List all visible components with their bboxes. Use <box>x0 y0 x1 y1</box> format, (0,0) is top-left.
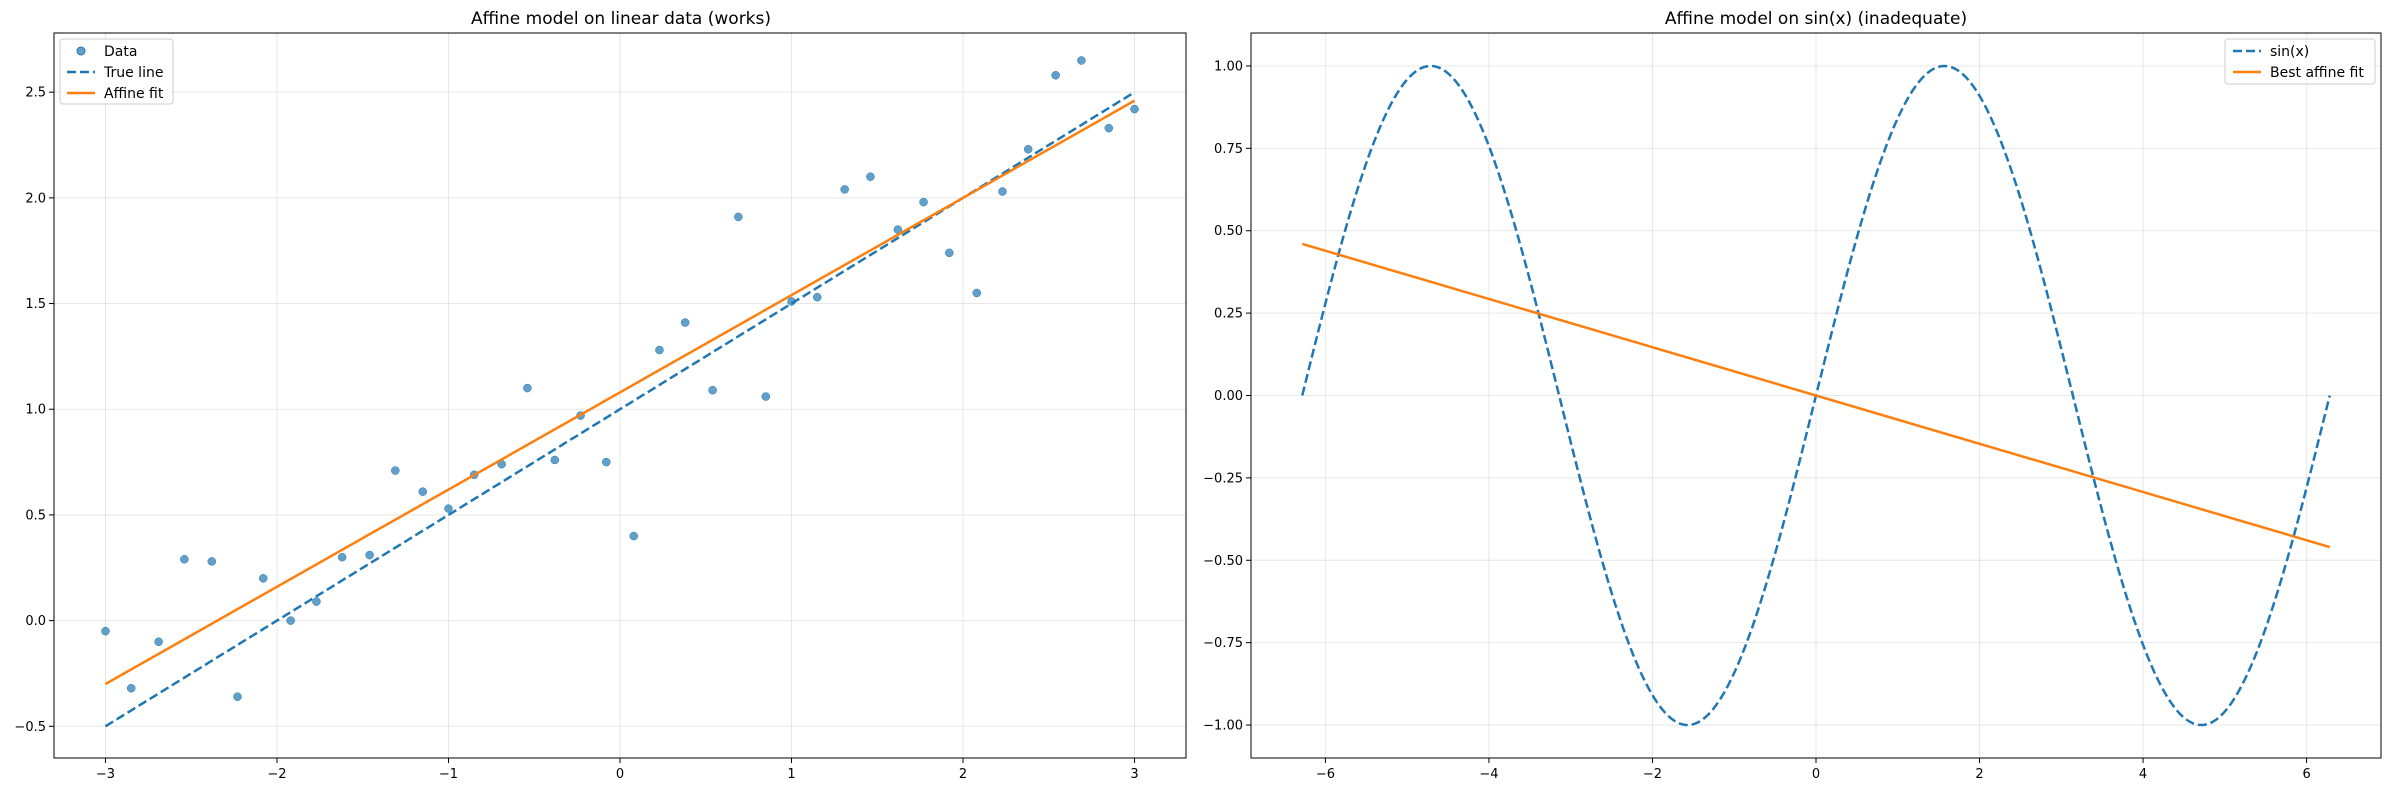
y-tick-label: −0.5 <box>14 720 46 735</box>
right-chart: Affine model on sin(x) (inadequate) −6 −4… <box>1203 9 2382 782</box>
data-point <box>126 683 136 693</box>
x-tick-label: 1 <box>787 767 795 782</box>
y-tick-label: 0.25 <box>1214 307 1243 322</box>
x-tick-label: 0 <box>616 767 624 782</box>
y-tick-label: −0.25 <box>1203 471 1243 486</box>
data-point <box>734 212 743 222</box>
y-tick-label: −0.75 <box>1203 636 1243 651</box>
data-point <box>1104 123 1114 133</box>
x-tick-label: 2 <box>1975 767 1983 782</box>
x-tick-label: −2 <box>267 767 286 782</box>
legend-label-data: Data <box>104 44 137 60</box>
right-ticks: −6 −4 −2 0 2 4 6 −1.00 −0.75 −0.50 −0.25 0.00 0.25 0.… <box>1203 59 2311 782</box>
left-plot-area <box>101 56 1139 728</box>
data-point <box>602 457 611 467</box>
legend-label-sin: sin(x) <box>2270 44 2309 60</box>
x-tick-label: −4 <box>1479 767 1498 782</box>
data-point <box>945 248 954 258</box>
y-tick-label: −1.00 <box>1203 719 1243 734</box>
data-point <box>708 385 717 395</box>
data-point <box>258 574 268 583</box>
series-line-affine-fit <box>104 99 1136 686</box>
left-chart: Affine model on linear data (works) −3 −2… <box>14 9 1187 782</box>
x-tick-label: 0 <box>1812 767 1820 782</box>
left-legend-box <box>59 38 174 105</box>
y-tick-label: 0.75 <box>1214 142 1243 157</box>
data-point <box>444 504 453 513</box>
data-point <box>866 172 875 181</box>
y-tick-label: −0.50 <box>1203 554 1243 569</box>
y-tick-label: 0.0 <box>25 614 46 629</box>
data-point <box>998 187 1007 196</box>
data-point <box>919 197 928 207</box>
left-grid <box>54 33 1186 758</box>
data-point <box>391 466 400 475</box>
right-plot-area <box>1301 64 2331 727</box>
y-tick-label: 2.5 <box>25 86 46 101</box>
data-point <box>207 557 217 566</box>
x-tick-label: −2 <box>1643 767 1662 782</box>
axes-background <box>54 33 1186 758</box>
data-point <box>337 552 347 562</box>
y-tick-label: 1.0 <box>25 403 46 418</box>
data-point <box>972 288 982 298</box>
x-tick-label: −6 <box>1316 767 1335 782</box>
x-tick-label: −1 <box>439 767 458 782</box>
y-tick-label: 0.5 <box>25 508 46 523</box>
y-tick-label: 1.00 <box>1214 59 1243 74</box>
left-chart-title: Affine model on linear data (works) <box>471 9 771 29</box>
x-tick-label: 4 <box>2139 767 2147 782</box>
data-point <box>629 531 638 541</box>
data-point <box>1023 145 1033 154</box>
x-tick-label: 3 <box>1130 767 1138 782</box>
legend-label-affine-fit: Affine fit <box>104 86 164 102</box>
right-legend-box <box>2224 38 2376 85</box>
right-chart-title: Affine model on sin(x) (inadequate) <box>1665 9 1967 29</box>
data-point <box>1077 56 1086 65</box>
data-point <box>286 616 295 625</box>
y-tick-label: 0.50 <box>1214 224 1243 239</box>
x-tick-label: 6 <box>2302 767 2310 782</box>
data-point <box>180 555 189 564</box>
left-ticks: −3 −2 −1 0 1 2 3 −0.5 0.0 0.5 1.0 1.5 2.0 2.5 <box>14 86 1138 782</box>
data-point <box>101 626 110 636</box>
data-point <box>1130 104 1139 114</box>
data-point <box>680 318 690 327</box>
series-line-best-affine-fit <box>1301 242 2331 549</box>
data-point <box>312 597 321 606</box>
y-tick-label: 1.5 <box>25 297 46 312</box>
data-point <box>418 487 428 496</box>
legend-label-best-affine-fit: Best affine fit <box>2270 65 2364 81</box>
y-tick-label: 2.0 <box>25 191 46 206</box>
data-point <box>550 455 560 465</box>
legend-label-true-line: True line <box>103 65 163 81</box>
data-point <box>233 692 242 701</box>
left-legend: Data True line Affine fit <box>59 38 174 105</box>
data-point <box>812 292 822 302</box>
data-point <box>840 185 849 194</box>
legend-marker-data <box>76 46 86 56</box>
data-point <box>523 383 532 393</box>
x-tick-label: −3 <box>96 767 115 782</box>
data-point <box>761 392 771 401</box>
x-tick-label: 2 <box>959 767 967 782</box>
right-legend: sin(x) Best affine fit <box>2224 38 2376 85</box>
data-point <box>1051 71 1060 80</box>
y-tick-label: 0.00 <box>1214 389 1243 404</box>
data-point <box>154 637 163 646</box>
data-point <box>365 550 374 560</box>
data-point <box>655 345 664 355</box>
